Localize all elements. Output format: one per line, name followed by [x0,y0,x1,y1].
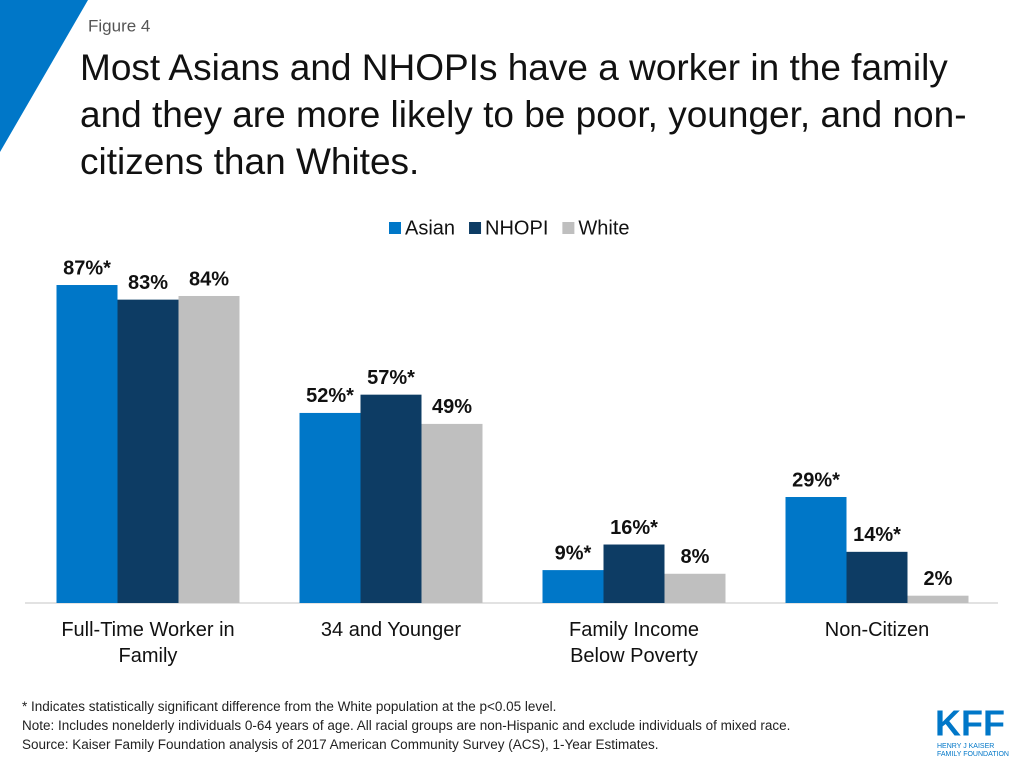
footnote: * Indicates statistically significant di… [22,699,557,714]
bar [785,497,847,603]
value-label: 9%* [555,542,592,564]
bar [603,544,665,603]
value-label: 8% [681,546,710,568]
value-label: 29%* [792,469,840,491]
x-tick-label: 34 and Younger [320,619,462,641]
bar [421,423,483,603]
bar [542,570,604,603]
footnote: Note: Includes nonelderly individuals 0-… [22,718,791,733]
logo-line: FAMILY FOUNDATION [937,751,1009,758]
value-label: 84% [189,268,229,290]
corner-triangle [0,0,88,152]
chart-title: Most Asians and NHOPIs have a worker in … [80,47,967,182]
bar [664,573,726,603]
legend-swatch [562,222,575,234]
bar [360,394,422,603]
figure-label: Figure 4 [88,16,150,35]
value-label: 87%* [63,257,111,279]
value-label: 16%* [610,517,658,539]
x-tick-label: Family Income Below Poverty [568,619,700,667]
legend-swatch [389,222,401,234]
legend-swatch [469,222,482,234]
value-label: 52%* [306,385,354,407]
bar [56,285,118,603]
bar [178,295,240,603]
bar [299,412,361,603]
legend-label: Asian [405,217,455,239]
value-label: 14%* [853,524,901,546]
value-label: 2% [924,568,953,590]
value-label: 83% [128,272,168,294]
value-label: 49% [432,396,472,418]
x-tick-label: Non-Citizen [824,619,930,641]
bar [846,551,908,603]
value-label: 57%* [367,367,415,389]
bar [117,299,179,603]
legend-label: NHOPI [485,217,548,239]
logo-mark: KFF [935,703,1005,744]
legend-label: White [578,217,629,239]
x-tick-label: Full-Time Worker in Family [61,619,235,667]
logo-line: HENRY J KAISER [937,743,994,750]
bar [907,595,969,603]
footnote: Source: Kaiser Family Foundation analysi… [22,737,659,752]
